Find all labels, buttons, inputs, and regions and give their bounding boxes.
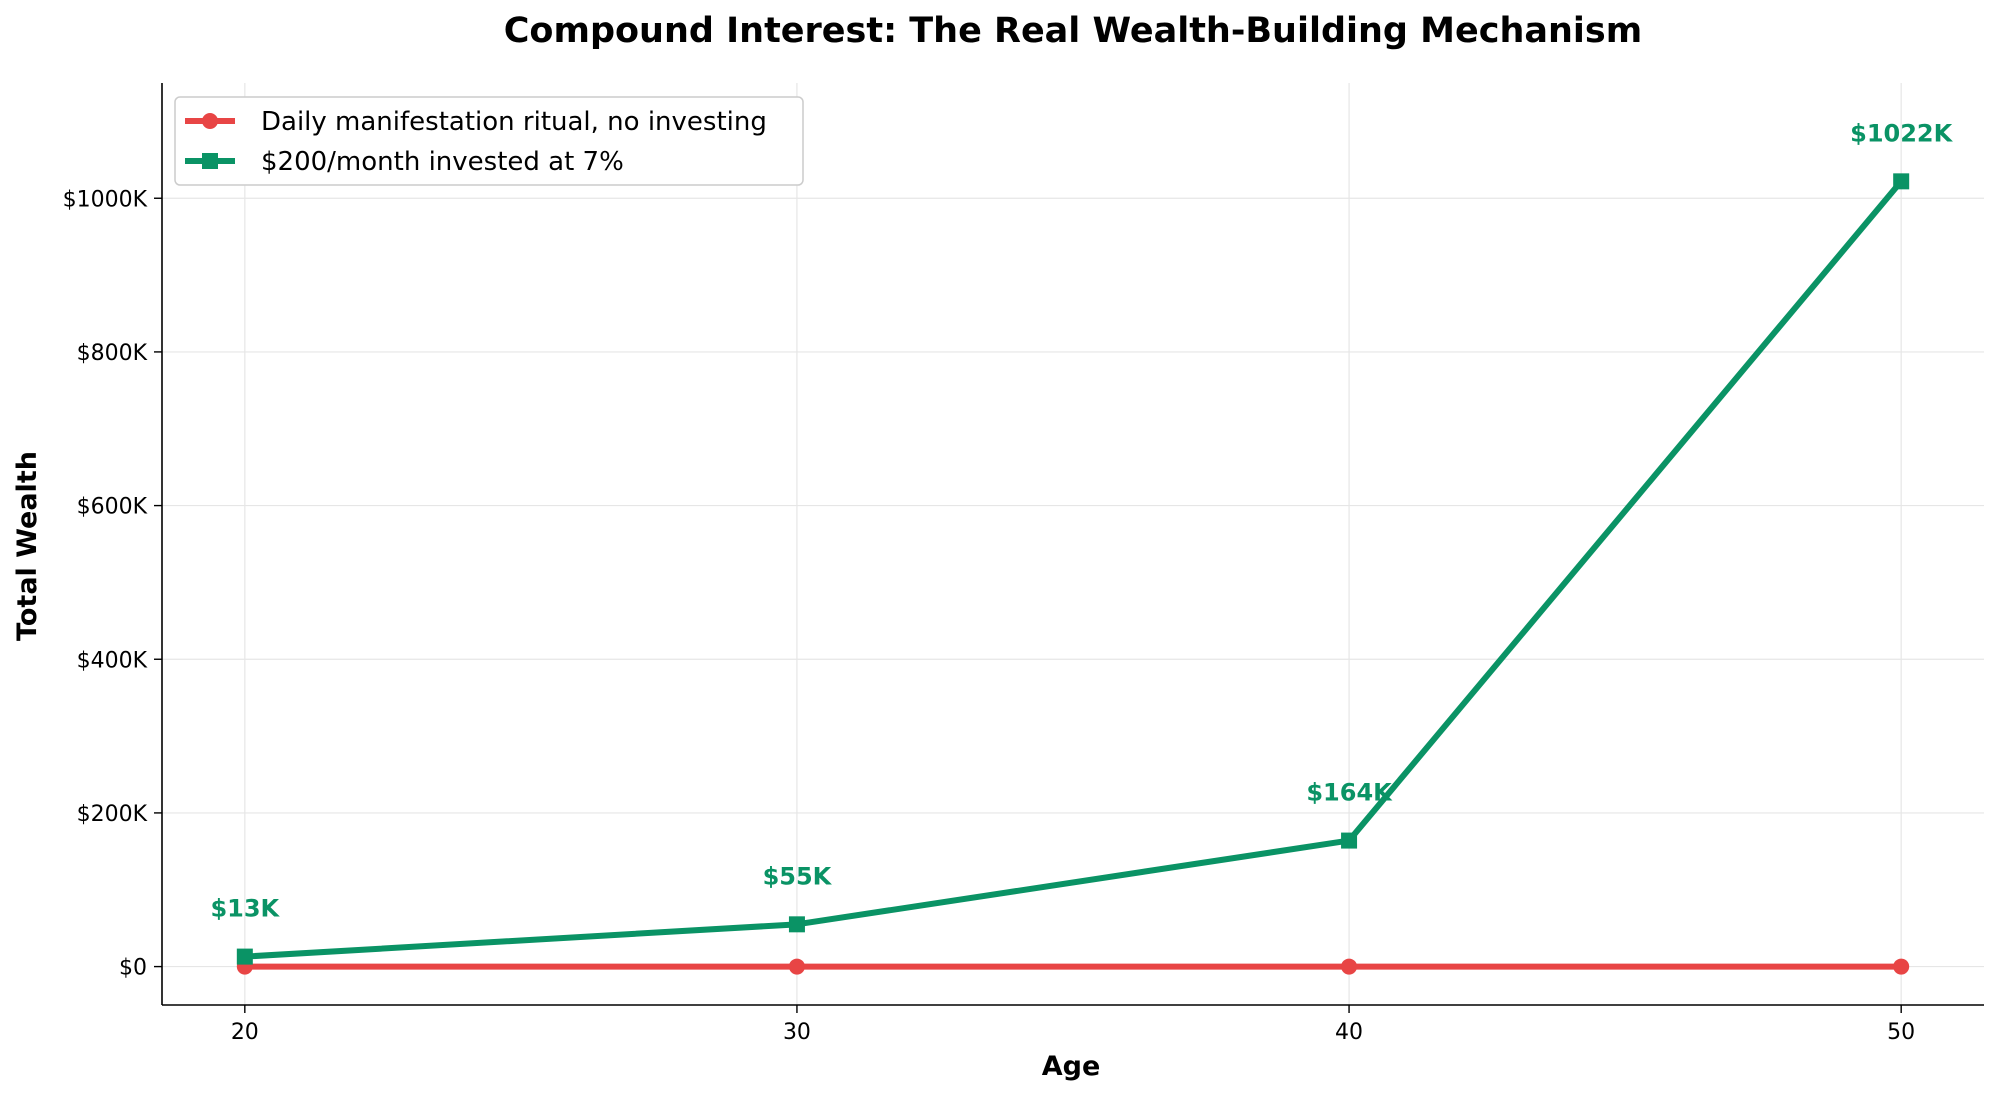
- legend-entry-label: $200/month invested at 7%: [261, 147, 624, 177]
- grid: [162, 83, 1984, 1005]
- y-tick-label: $0: [119, 956, 147, 981]
- y-tick-label: $200K: [77, 802, 148, 827]
- legend: Daily manifestation ritual, no investing…: [174, 96, 804, 186]
- data-point-circle: [788, 958, 805, 975]
- y-axis-label: Total Wealth: [12, 451, 43, 641]
- chart-title: Compound Interest: The Real Wealth-Build…: [504, 11, 1642, 51]
- x-tick-label: 20: [231, 1020, 259, 1045]
- legend-box: [174, 96, 804, 186]
- legend-marker-circle: [202, 113, 218, 129]
- data-point-square: [1341, 832, 1358, 849]
- data-label: $13K: [210, 895, 280, 923]
- data-point-circle: [1341, 958, 1358, 975]
- data-label: $55K: [763, 862, 833, 890]
- data-labels: $13K $55K $164K $1022K: [210, 119, 1953, 922]
- data-label: $1022K: [1850, 119, 1953, 147]
- x-tick-label: 40: [1335, 1020, 1363, 1045]
- x-axis-label: Age: [1042, 1051, 1101, 1082]
- y-tick-label: $600K: [77, 495, 148, 520]
- y-tick-label: $800K: [77, 341, 148, 366]
- legend-marker-square: [202, 153, 218, 169]
- data-point-square: [236, 948, 253, 965]
- y-tick-label: $400K: [77, 648, 148, 673]
- axes: [161, 83, 1984, 1006]
- legend-entry-label: Daily manifestation ritual, no investing: [261, 107, 767, 137]
- data-label: $164K: [1306, 779, 1393, 807]
- x-tick-label: 30: [783, 1020, 811, 1045]
- data-point-circle: [1893, 958, 1910, 975]
- x-tick-label: 50: [1887, 1020, 1915, 1045]
- data-point-square: [788, 916, 805, 933]
- ticks: 20 30 40 50 $0 $200K $400K $600K $800K $1000K: [63, 187, 1916, 1045]
- data-point-square: [1893, 173, 1910, 190]
- series-line-2: [244, 179, 1904, 960]
- y-tick-label: $1000K: [63, 187, 148, 212]
- series: [236, 173, 1910, 975]
